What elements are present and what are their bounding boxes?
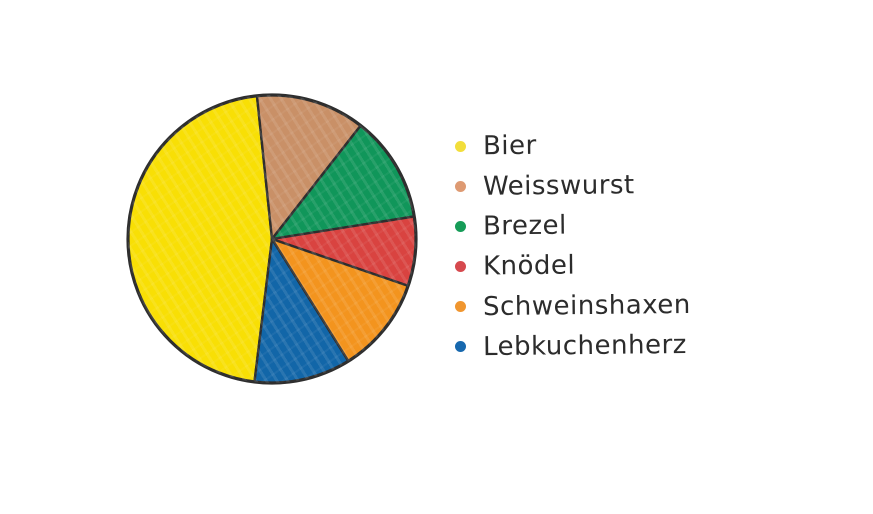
legend-dot [455, 140, 466, 152]
pie-slice-bier [126, 94, 274, 384]
legend-item-weisswurst: Weisswurst [455, 166, 691, 206]
pie-chart-svg [126, 93, 418, 385]
legend: Bier Weisswurst Brezel Knödel Schweinshaxen L… [455, 126, 691, 366]
legend-label: Schweinshaxen [482, 289, 691, 323]
legend-dot [455, 220, 466, 232]
legend-dot [455, 340, 466, 352]
legend-item-lebkuchenherz: Lebkuchenherz [455, 326, 691, 366]
legend-label: Brezel [482, 210, 567, 242]
legend-dot [455, 260, 466, 272]
legend-label: Weisswurst [482, 170, 635, 202]
legend-label: Bier [482, 130, 537, 162]
legend-item-kndel: Knödel [455, 246, 691, 286]
legend-dot [455, 180, 466, 192]
legend-item-brezel: Brezel [455, 206, 691, 246]
legend-item-schweinshaxen: Schweinshaxen [455, 286, 691, 326]
legend-dot [455, 300, 466, 312]
legend-item-bier: Bier [455, 126, 691, 166]
pie-chart [120, 87, 424, 391]
legend-label: Knödel [482, 250, 576, 282]
legend-label: Lebkuchenherz [482, 329, 687, 363]
pie-outline [126, 93, 418, 385]
